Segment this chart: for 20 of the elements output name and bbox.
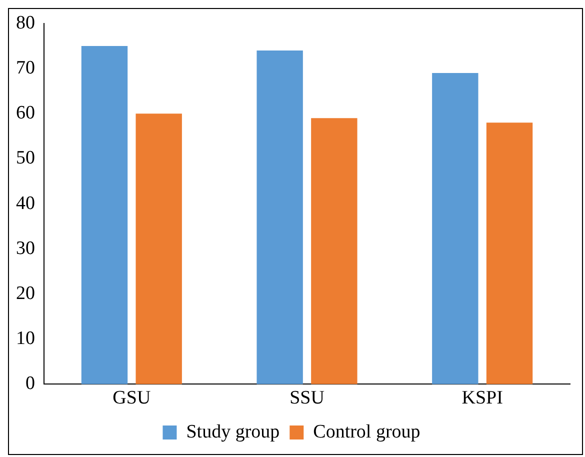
y-tick-label: 30	[16, 238, 35, 259]
bar	[486, 122, 533, 384]
bar	[81, 46, 128, 384]
bar	[311, 118, 358, 384]
y-tick-label: 20	[16, 282, 35, 304]
y-tick-label: 0	[26, 373, 35, 394]
bar	[256, 50, 303, 384]
y-tick-label: 60	[16, 102, 35, 124]
y-tick-label: 70	[16, 57, 35, 78]
y-tick-label: 40	[16, 192, 35, 214]
bar	[432, 73, 478, 384]
bar	[136, 114, 182, 384]
x-tick-label: KSPI	[462, 388, 503, 409]
x-tick-label: GSU	[112, 388, 151, 409]
y-tick-label: 10	[16, 328, 35, 350]
y-tick-label: 50	[16, 148, 35, 169]
y-tick-label: 80	[16, 12, 35, 34]
legend-label: Study group	[186, 421, 280, 442]
legend-label: Control group	[313, 421, 420, 442]
x-tick-label: SSU	[290, 388, 325, 409]
